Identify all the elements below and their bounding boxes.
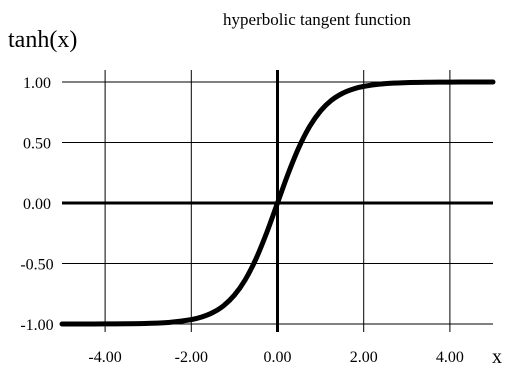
x-tick-label: -4.00: [88, 349, 121, 366]
y-tick-label: 1.00: [23, 75, 51, 92]
x-tick-label: 4.00: [436, 349, 464, 366]
y-tick-label: -1.00: [20, 317, 53, 334]
chart-title: hyperbolic tangent function: [223, 10, 411, 29]
series-layer: [59, 79, 496, 327]
x-axis-label: x: [492, 346, 502, 368]
tick-labels: 1.00 0.50 0.00 -0.50 -1.00 -4.00 -2.00 0.00 2.00…: [20, 75, 464, 366]
y-tick-label: -0.50: [20, 257, 53, 274]
y-tick-label: 0.50: [23, 136, 51, 153]
y-axis-label: tanh(x): [8, 27, 77, 53]
x-tick-label: 0.00: [264, 349, 292, 366]
x-tick-label: -2.00: [175, 349, 208, 366]
x-tick-label: 2.00: [350, 349, 378, 366]
y-tick-label: 0.00: [23, 196, 51, 213]
